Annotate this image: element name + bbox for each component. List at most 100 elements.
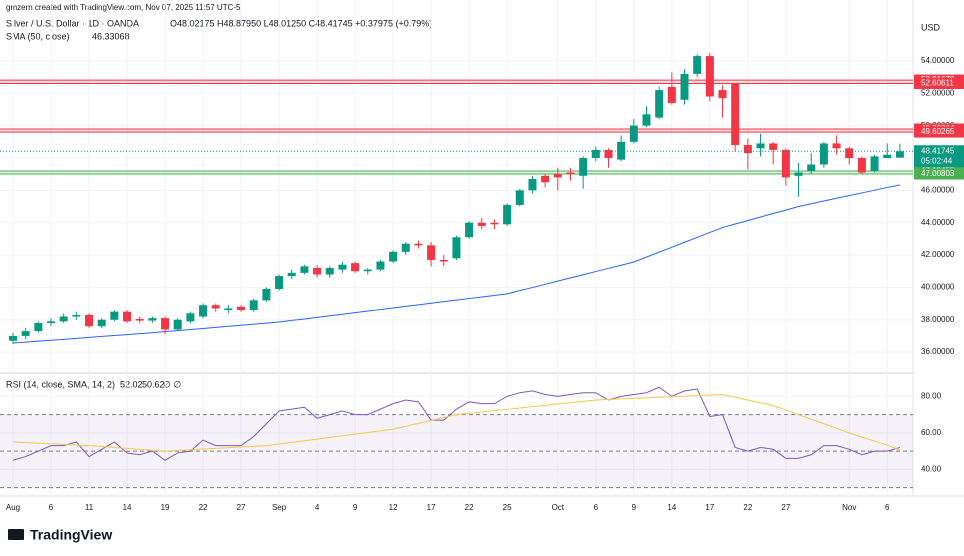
x-tick-label: 14	[667, 503, 676, 512]
candle	[313, 264, 322, 278]
candle	[566, 167, 575, 181]
countdown: 05:02:44	[921, 156, 953, 165]
candle-body	[477, 222, 486, 226]
candle-body	[224, 308, 233, 311]
candle	[173, 318, 182, 332]
last-price-label: 48.41745	[921, 146, 955, 155]
candle-body	[389, 251, 398, 262]
candle-body	[9, 335, 17, 341]
candle-body	[579, 157, 588, 176]
x-tick-label: 11	[85, 503, 94, 512]
x-tick-label: 6	[885, 503, 890, 512]
y-tick-label: 60.00	[921, 428, 942, 437]
x-tick-label: Oct	[552, 503, 565, 512]
candle	[515, 188, 524, 207]
candle	[186, 311, 195, 323]
candle-body	[85, 314, 94, 327]
level-band	[0, 171, 913, 175]
candle-body	[338, 264, 347, 270]
candle	[680, 69, 689, 105]
x-tick-label: 22	[743, 503, 752, 512]
y-tick-label: 40.00000	[921, 283, 955, 292]
level-label: 52.60611	[921, 79, 954, 88]
candle-body	[401, 243, 410, 252]
candle-body	[591, 149, 600, 158]
x-tick-label: 6	[594, 503, 599, 512]
candle	[351, 261, 360, 273]
x-tick-label: 17	[427, 503, 436, 512]
candle	[300, 264, 309, 275]
last-price-bg	[914, 145, 964, 168]
candle-body	[566, 172, 575, 175]
candle-body	[705, 56, 714, 97]
candle	[705, 52, 714, 102]
candle	[781, 148, 790, 186]
currency: USD	[921, 22, 941, 32]
ohlc-legend: O48.02175 H48.87950 L48.01250 C48.41745 …	[170, 18, 432, 28]
candle	[629, 119, 638, 144]
candle-body	[794, 172, 803, 176]
x-tick-label: 27	[237, 503, 246, 512]
y-tick-label: 36.00000	[921, 347, 955, 356]
candle-body	[161, 318, 170, 330]
candle	[553, 167, 562, 191]
y-tick-label: 52.00000	[921, 88, 955, 97]
x-tick-label: 4	[315, 503, 320, 512]
candle-body	[617, 141, 626, 160]
candle-body	[883, 154, 892, 158]
x-tick-label: 12	[389, 503, 398, 512]
candle-body	[528, 179, 537, 191]
candle	[401, 242, 410, 256]
candle	[123, 310, 132, 323]
x-tick-label: 17	[705, 503, 714, 512]
y-tick-label: 44.00000	[921, 218, 955, 227]
candle	[148, 316, 157, 323]
candle-body	[490, 222, 499, 225]
candle	[414, 240, 423, 249]
candle	[832, 135, 841, 155]
candle	[794, 162, 803, 197]
candle-body	[148, 318, 157, 321]
candle-body	[845, 148, 854, 158]
candle	[883, 143, 892, 158]
candle-body	[110, 311, 119, 320]
candle	[47, 318, 56, 327]
candle	[655, 86, 664, 120]
candle-body	[313, 267, 322, 275]
candle-body	[47, 321, 56, 323]
candle-body	[515, 190, 524, 205]
candle-body	[123, 311, 132, 322]
candle	[427, 242, 436, 267]
candle-body	[629, 125, 638, 142]
candle-body	[363, 269, 372, 272]
candle-body	[604, 149, 613, 158]
candle	[617, 135, 626, 162]
candle	[249, 298, 258, 312]
candle	[667, 72, 676, 105]
candle-body	[97, 319, 106, 327]
candle-body	[756, 143, 765, 149]
x-tick-label: Nov	[842, 503, 856, 512]
candle	[376, 259, 385, 272]
level-band	[0, 128, 913, 133]
candle	[224, 305, 233, 314]
candle	[237, 305, 246, 312]
candle-body	[503, 204, 512, 225]
candle	[72, 311, 81, 320]
rsi-line	[12, 386, 901, 461]
candle-body	[376, 261, 385, 270]
candle	[439, 255, 448, 267]
candle	[452, 235, 461, 260]
candle-body	[211, 305, 220, 309]
candle	[743, 138, 752, 170]
x-tick-label: Sep	[272, 503, 287, 512]
candle-body	[553, 174, 562, 178]
candle-body	[439, 259, 448, 262]
x-tick-label: 14	[123, 503, 132, 512]
candle-body	[465, 222, 474, 238]
candle-body	[870, 156, 879, 171]
x-tick-label: 19	[161, 503, 170, 512]
candle-body	[819, 143, 828, 165]
